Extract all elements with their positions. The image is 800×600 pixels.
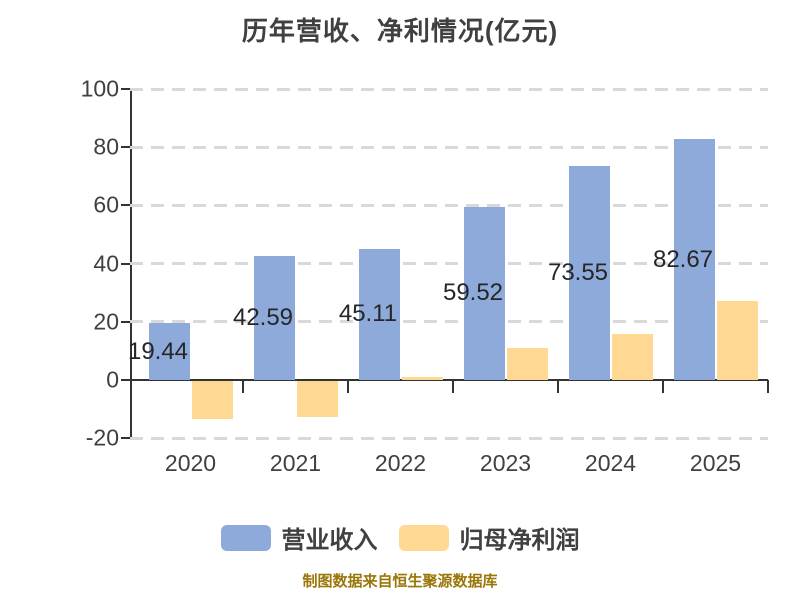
- legend-item-net-profit: 归母净利润: [398, 520, 580, 555]
- legend-item-revenue: 营业收入: [220, 520, 378, 555]
- chart-title: 历年营收、净利情况(亿元): [241, 16, 559, 46]
- y-tick-label-100: 100: [80, 75, 119, 102]
- gridline-20: [130, 320, 768, 324]
- y-tick-20: [121, 320, 130, 323]
- gridline--20: [130, 436, 768, 440]
- legend-label-net-profit: 归母净利润: [459, 527, 580, 554]
- y-tick-100: [121, 88, 130, 90]
- net-profit-swatch-icon: [398, 524, 449, 551]
- x-tick-2021: [347, 379, 349, 393]
- y-tick-label-60: 60: [93, 191, 119, 218]
- bar-value-label-2021: 42.59: [232, 303, 294, 331]
- y-tick-80: [121, 146, 130, 149]
- x-tick-2025: [767, 379, 769, 393]
- legend-label-revenue: 营业收入: [281, 527, 378, 554]
- x-tick-2020: [242, 379, 244, 393]
- bar-value-label-2023: 59.52: [442, 279, 504, 307]
- bar-营业收入-2023: [463, 206, 505, 380]
- y-tick-label--20: -20: [85, 424, 119, 451]
- gridline-100: [130, 87, 768, 91]
- x-tick-2023: [557, 379, 559, 393]
- bar-营业收入-2021: [253, 255, 295, 380]
- bar-归母净利润-2021: [296, 380, 338, 417]
- y-axis-labels: 100 80 60 40 20 0 -20: [0, 76, 119, 451]
- gridline-40: [130, 262, 768, 265]
- bar-营业收入-2024: [568, 165, 610, 380]
- y-tick-label-40: 40: [93, 250, 119, 276]
- x-tick-label-2022: 2022: [374, 450, 427, 476]
- data-source-note: 制图数据来自恒生聚源数据库: [302, 573, 498, 590]
- y-tick-label-20: 20: [93, 308, 119, 335]
- bar-value-label-2024: 73.55: [547, 258, 609, 286]
- bar-value-label-2022: 45.11: [338, 300, 398, 328]
- x-tick-label-2025: 2025: [689, 450, 742, 476]
- bar-归母净利润-2022: [401, 376, 443, 380]
- x-axis-line: [130, 378, 768, 381]
- y-tick-label-0: 0: [106, 366, 119, 393]
- bar-归母净利润-2023: [506, 348, 548, 380]
- bar-营业收入-2022: [358, 248, 400, 380]
- bar-归母净利润-2025: [716, 300, 758, 380]
- y-tick-0: [121, 378, 130, 381]
- y-tick-40: [121, 262, 130, 265]
- gridline-60: [130, 203, 768, 207]
- bar-归母净利润-2024: [611, 334, 653, 380]
- bar-value-label-2025: 82.67: [652, 245, 714, 273]
- revenue-swatch-icon: [220, 524, 271, 551]
- x-tick-label-2023: 2023: [479, 450, 532, 476]
- bar-营业收入-2025: [673, 139, 715, 380]
- y-tick--20: [121, 437, 130, 439]
- gridline-80: [130, 145, 768, 149]
- y-tick-60: [121, 204, 130, 207]
- x-tick-label-2024: 2024: [584, 450, 637, 476]
- bar-归母净利润-2020: [191, 380, 233, 419]
- y-tick-label-80: 80: [93, 133, 119, 160]
- x-tick-2024: [662, 379, 664, 393]
- legend: 营业收入 归母净利润: [0, 520, 800, 555]
- x-tick-label-2020: 2020: [164, 450, 217, 476]
- x-tick-2022: [452, 379, 454, 393]
- bar-营业收入-2020: [148, 323, 190, 380]
- plot-area: 2020 19.44 2021 42.59 2022 45.11 2023 59.52 2024…: [121, 87, 769, 476]
- x-tick-label-2021: 2021: [269, 450, 322, 476]
- bar-value-label-2020: 19.44: [127, 337, 189, 365]
